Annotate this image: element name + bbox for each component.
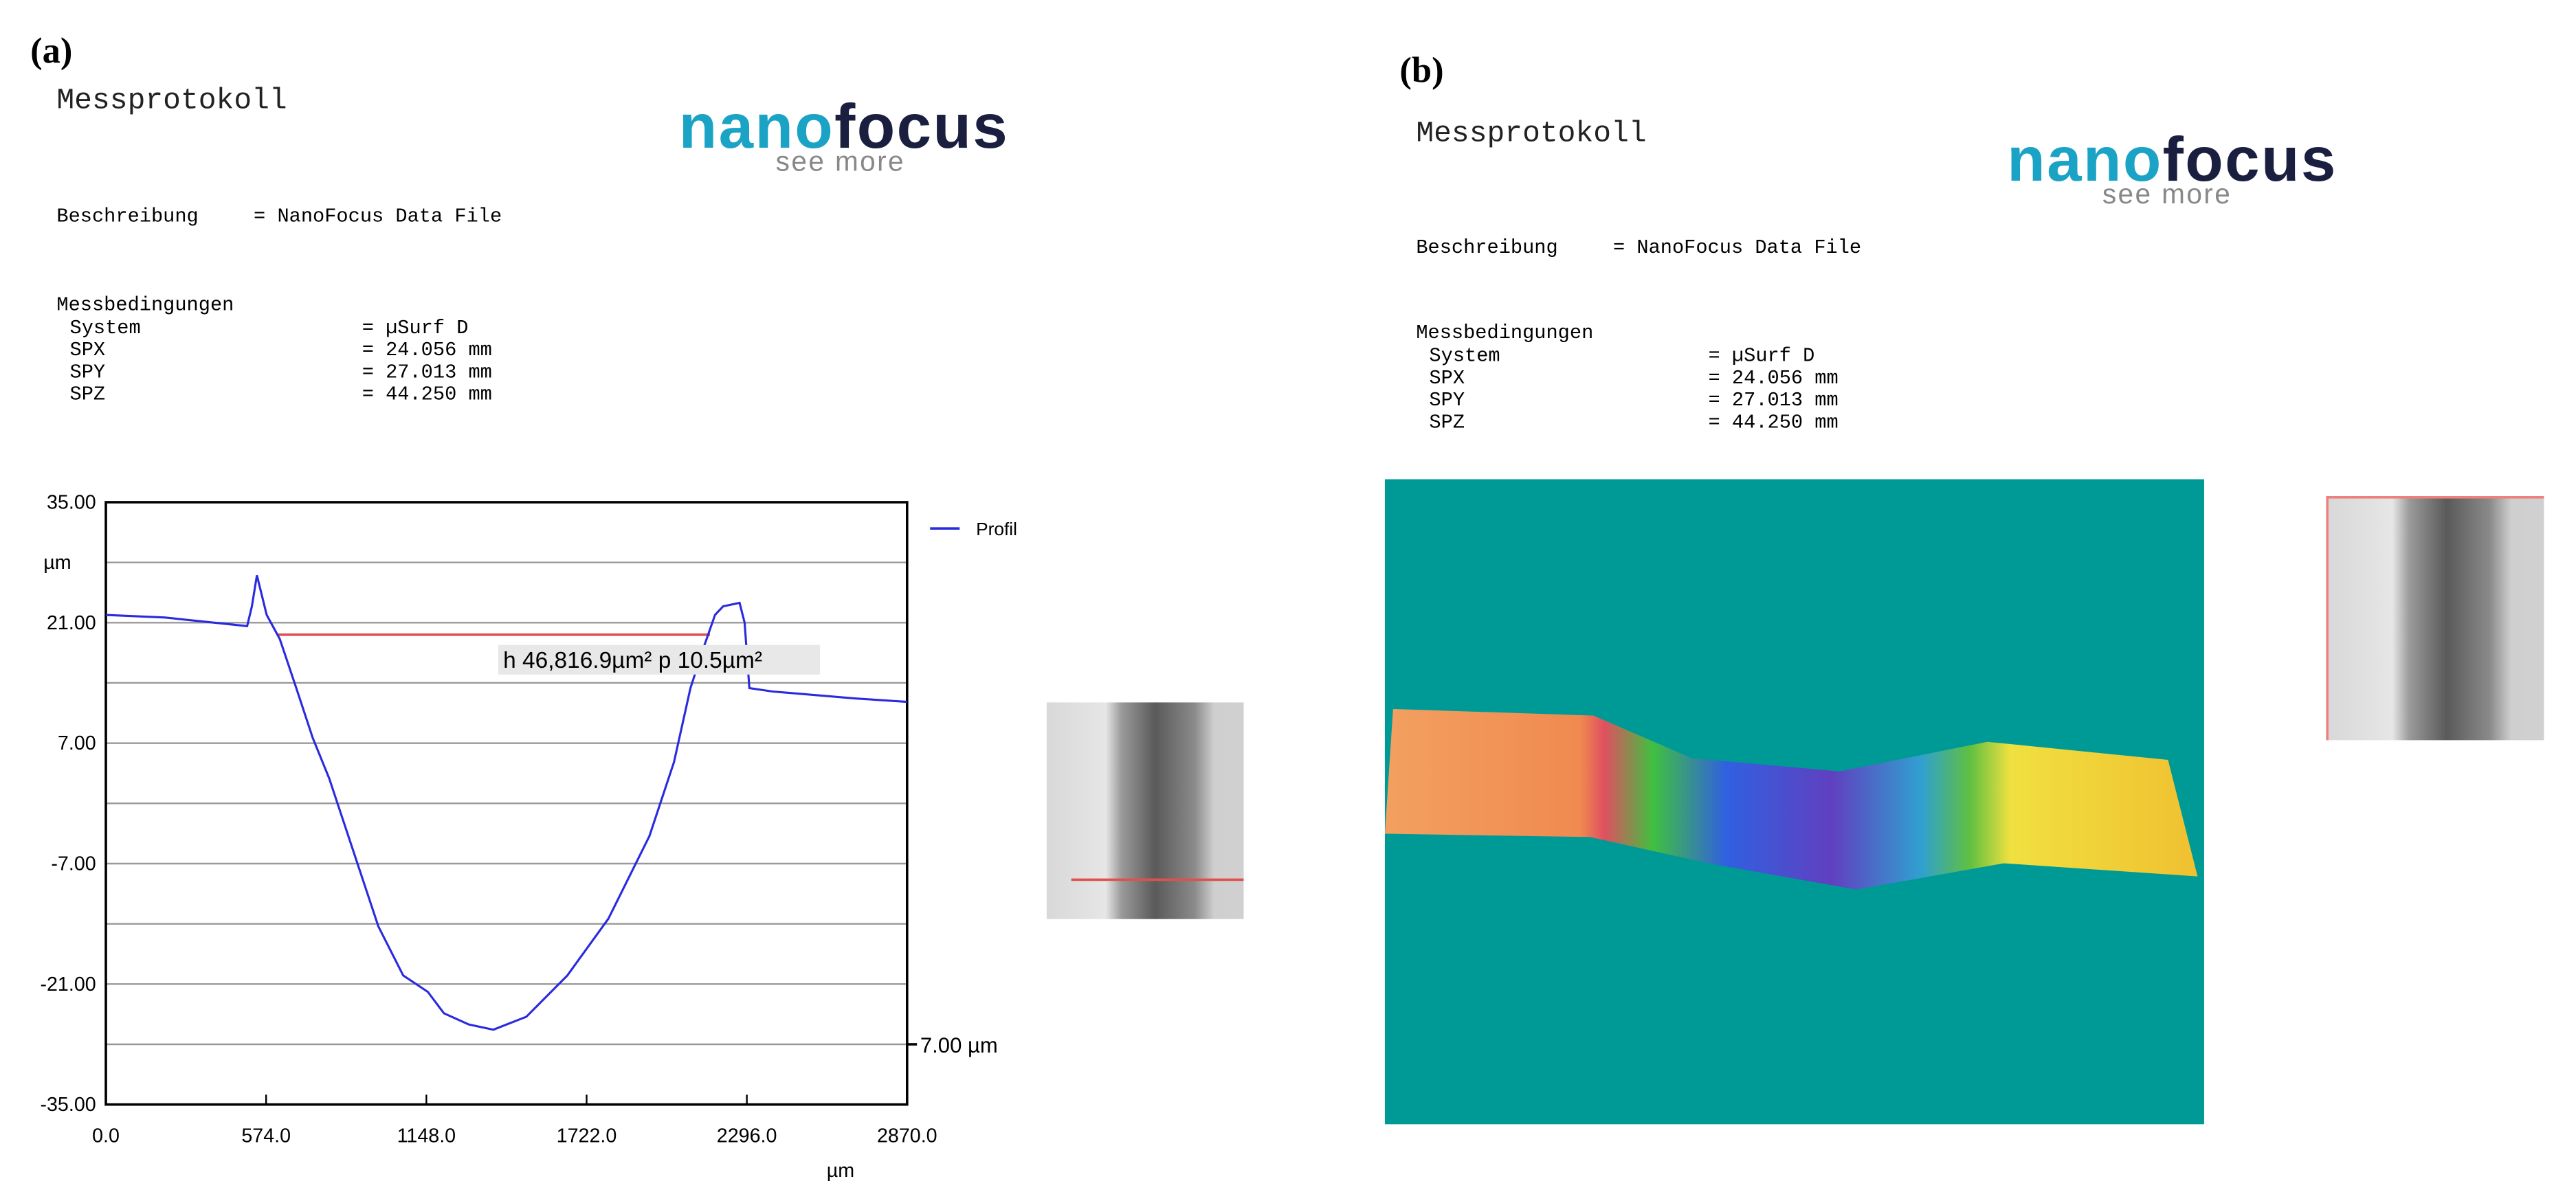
profile-line bbox=[105, 575, 907, 1031]
x-tick-label: 1148.0 bbox=[397, 1125, 456, 1147]
conditions-title: Messbedingungen bbox=[1416, 322, 1593, 344]
condition-value: = 27.013 mm bbox=[1709, 389, 1839, 412]
x-tick-label: 2296.0 bbox=[717, 1125, 777, 1147]
thumbnail-image bbox=[2327, 497, 2544, 741]
logo-focus: focus bbox=[2163, 125, 2338, 194]
x-axis-label: µm bbox=[827, 1160, 854, 1182]
description-value: = NanoFocus Data File bbox=[1613, 236, 1861, 259]
plot-frame bbox=[104, 501, 909, 1106]
condition-value: = 44.250 mm bbox=[1709, 411, 1839, 434]
condition-name: SPZ bbox=[70, 383, 106, 406]
y-tick-label: 7.00 bbox=[58, 732, 96, 754]
logo: nanofocus bbox=[2007, 125, 2337, 194]
x-tick-label: 2870.0 bbox=[877, 1125, 937, 1147]
condition-name: System bbox=[1429, 345, 1500, 368]
y-tick-label: 21.00 bbox=[47, 612, 96, 634]
x-tick-label: 0.0 bbox=[92, 1125, 120, 1147]
logo-nano: nano bbox=[2007, 125, 2162, 194]
condition-name: SPZ bbox=[1429, 411, 1465, 434]
y-axis-label: µm bbox=[43, 552, 71, 574]
annotation-bg bbox=[498, 644, 821, 675]
thumbnail-border bbox=[2326, 496, 2544, 741]
logo-tagline: see more bbox=[2102, 178, 2232, 210]
condition-value: = µSurf D bbox=[1709, 345, 1815, 368]
y-tick-label: -7.00 bbox=[51, 853, 96, 875]
condition-name: SPY bbox=[70, 361, 106, 383]
logo-tagline: see more bbox=[776, 145, 905, 177]
condition-value: = µSurf D bbox=[362, 317, 469, 339]
logo-focus: focus bbox=[834, 92, 1009, 161]
condition-name: System bbox=[70, 317, 141, 339]
panel-label: (a) bbox=[30, 31, 72, 71]
right-marker-label: 7.00 µm bbox=[920, 1033, 998, 1057]
condition-name: SPX bbox=[1429, 367, 1465, 390]
logo-nano: nano bbox=[679, 92, 834, 161]
thumbnail-image bbox=[1046, 702, 1244, 919]
condition-value: = 24.056 mm bbox=[1709, 367, 1839, 390]
description-label: Beschreibung bbox=[56, 205, 198, 227]
condition-name: SPX bbox=[70, 339, 106, 361]
y-tick-label: -35.00 bbox=[40, 1094, 96, 1116]
condition-name: SPY bbox=[1429, 389, 1465, 412]
description-value: = NanoFocus Data File bbox=[254, 205, 502, 227]
y-tick-label: -21.00 bbox=[40, 974, 96, 996]
logo: nanofocus bbox=[679, 92, 1009, 161]
condition-value: = 44.250 mm bbox=[362, 383, 492, 406]
protocol-title: Messprotokoll bbox=[1416, 116, 1646, 150]
protocol-title: Messprotokoll bbox=[56, 84, 287, 117]
x-tick-label: 574.0 bbox=[241, 1125, 291, 1147]
annotation: h 46,816.9µm² p 10.5µm² bbox=[503, 648, 762, 673]
y-tick-label: 35.00 bbox=[47, 492, 96, 514]
legend-label: Profil bbox=[976, 519, 1017, 539]
description-label: Beschreibung bbox=[1416, 236, 1557, 259]
panel-label: (b) bbox=[1399, 50, 1443, 90]
condition-value: = 27.013 mm bbox=[362, 361, 492, 383]
surface-3d bbox=[1384, 708, 2198, 890]
condition-value: = 24.056 mm bbox=[362, 339, 492, 361]
x-tick-label: 1722.0 bbox=[557, 1125, 617, 1147]
conditions-title: Messbedingungen bbox=[56, 293, 234, 316]
